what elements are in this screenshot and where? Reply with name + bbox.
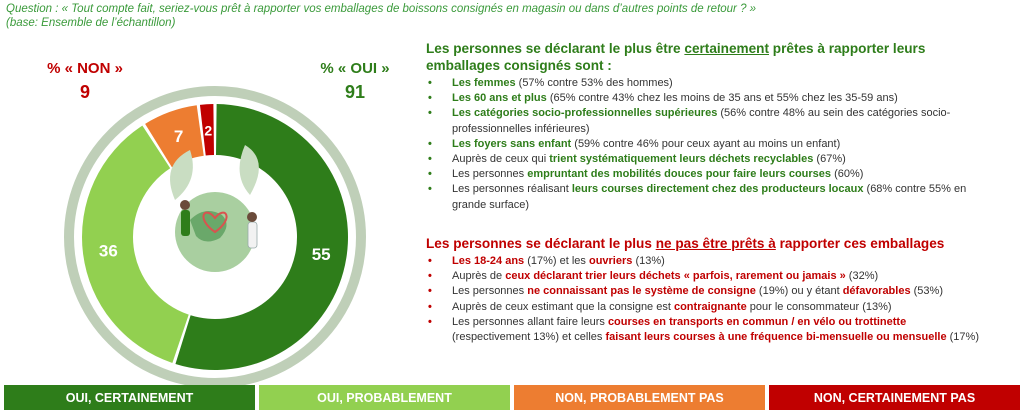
question-text: Question : « Tout compte fait, seriez-vo… xyxy=(6,3,757,15)
person-head xyxy=(247,212,257,222)
list-item: Les personnes empruntant des mobilités d… xyxy=(426,167,986,182)
recycling-illustration xyxy=(170,145,259,272)
chart-legend: OUI, CERTAINEMENT OUI, PROBABLEMENT NON,… xyxy=(4,385,1020,410)
legend-oui-certainement: OUI, CERTAINEMENT xyxy=(4,385,255,410)
list-item: Les 18-24 ans (17%) et les ouvriers (13%… xyxy=(426,254,986,269)
positive-panel: Les personnes se déclarant le plus être … xyxy=(426,40,986,213)
leaf-illustration xyxy=(170,150,193,200)
legend-non-certainement-pas: NON, CERTAINEMENT PAS xyxy=(769,385,1020,410)
list-item: Auprès de ceux qui trient systématiqueme… xyxy=(426,152,986,167)
heart-icon xyxy=(202,211,228,234)
list-item: Auprès de ceux estimant que la consigne … xyxy=(426,300,986,315)
donut-chart: 55 36 7 2 xyxy=(64,86,366,385)
person-figure xyxy=(181,210,190,236)
list-item: Les 60 ans et plus (65% contre 43% chez … xyxy=(426,91,986,106)
slice-non-certainement-pas xyxy=(199,104,214,156)
non-total-value: 9 xyxy=(79,82,90,102)
list-item: Les femmes (57% contre 53% des hommes) xyxy=(426,76,986,91)
person-figure xyxy=(247,221,258,249)
negative-panel: Les personnes se déclarant le plus ne pa… xyxy=(426,235,986,345)
donut-outer-ring xyxy=(64,86,366,385)
list-item: Les catégories socio-professionnelles su… xyxy=(426,106,986,136)
slice-oui-probablement xyxy=(82,125,189,363)
negative-list: Les 18-24 ans (17%) et les ouvriers (13%… xyxy=(426,254,986,345)
slice-oui-certainement xyxy=(175,104,348,370)
negative-title: Les personnes se déclarant le plus ne pa… xyxy=(426,236,945,251)
positive-list: Les femmes (57% contre 53% des hommes) L… xyxy=(426,76,986,213)
person-head xyxy=(180,200,190,210)
oui-total-value: 91 xyxy=(344,82,366,102)
leaf-illustration xyxy=(239,145,259,195)
base-note: (base: Ensemble de l’échantillon) xyxy=(6,17,176,29)
slice-value-label: 55 xyxy=(312,245,331,264)
oui-total-label: % « OUI » xyxy=(320,60,390,77)
positive-title: Les personnes se déclarant le plus être … xyxy=(426,41,926,73)
slice-value-label: 7 xyxy=(174,127,183,146)
list-item: Auprès de ceux déclarant trier leurs déc… xyxy=(426,269,986,284)
list-item: Les personnes allant faire leurs courses… xyxy=(426,315,986,345)
list-item: Les foyers sans enfant (59% contre 46% p… xyxy=(426,137,986,152)
non-total-label: % « NON » xyxy=(47,60,123,77)
legend-non-probablement-pas: NON, PROBABLEMENT PAS xyxy=(514,385,765,410)
list-item: Les personnes ne connaissant pas le syst… xyxy=(426,284,986,299)
slice-value-label: 2 xyxy=(204,123,212,139)
slice-value-label: 36 xyxy=(99,241,118,260)
list-item: Les personnes réalisant leurs courses di… xyxy=(426,182,986,212)
legend-oui-probablement: OUI, PROBABLEMENT xyxy=(259,385,510,410)
